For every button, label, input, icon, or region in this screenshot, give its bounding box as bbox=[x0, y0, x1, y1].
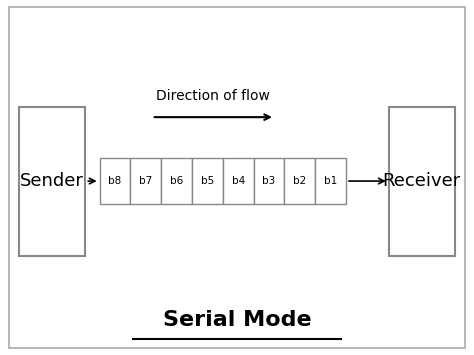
Text: b7: b7 bbox=[139, 176, 152, 186]
Text: Serial Mode: Serial Mode bbox=[163, 310, 311, 329]
FancyBboxPatch shape bbox=[161, 158, 192, 204]
Text: b5: b5 bbox=[201, 176, 214, 186]
FancyBboxPatch shape bbox=[19, 106, 85, 256]
FancyBboxPatch shape bbox=[223, 158, 254, 204]
Text: Sender: Sender bbox=[20, 172, 84, 190]
Text: b6: b6 bbox=[170, 176, 183, 186]
Text: Receiver: Receiver bbox=[383, 172, 461, 190]
FancyBboxPatch shape bbox=[192, 158, 223, 204]
Text: b4: b4 bbox=[232, 176, 245, 186]
Text: b8: b8 bbox=[109, 176, 121, 186]
FancyBboxPatch shape bbox=[389, 106, 455, 256]
Text: b3: b3 bbox=[263, 176, 275, 186]
Text: b1: b1 bbox=[324, 176, 337, 186]
FancyBboxPatch shape bbox=[284, 158, 315, 204]
FancyBboxPatch shape bbox=[130, 158, 161, 204]
Text: b2: b2 bbox=[293, 176, 306, 186]
FancyBboxPatch shape bbox=[254, 158, 284, 204]
FancyBboxPatch shape bbox=[9, 7, 465, 348]
FancyBboxPatch shape bbox=[100, 158, 130, 204]
FancyBboxPatch shape bbox=[315, 158, 346, 204]
Text: Direction of flow: Direction of flow bbox=[156, 89, 270, 103]
